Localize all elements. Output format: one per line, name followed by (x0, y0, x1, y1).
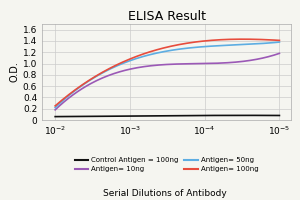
Text: Serial Dilutions of Antibody: Serial Dilutions of Antibody (103, 189, 227, 198)
Title: ELISA Result: ELISA Result (128, 10, 206, 23)
Legend: Control Antigen = 100ng, Antigen= 10ng, Antigen= 50ng, Antigen= 100ng: Control Antigen = 100ng, Antigen= 10ng, … (72, 154, 261, 175)
Y-axis label: O.D.: O.D. (10, 62, 20, 82)
